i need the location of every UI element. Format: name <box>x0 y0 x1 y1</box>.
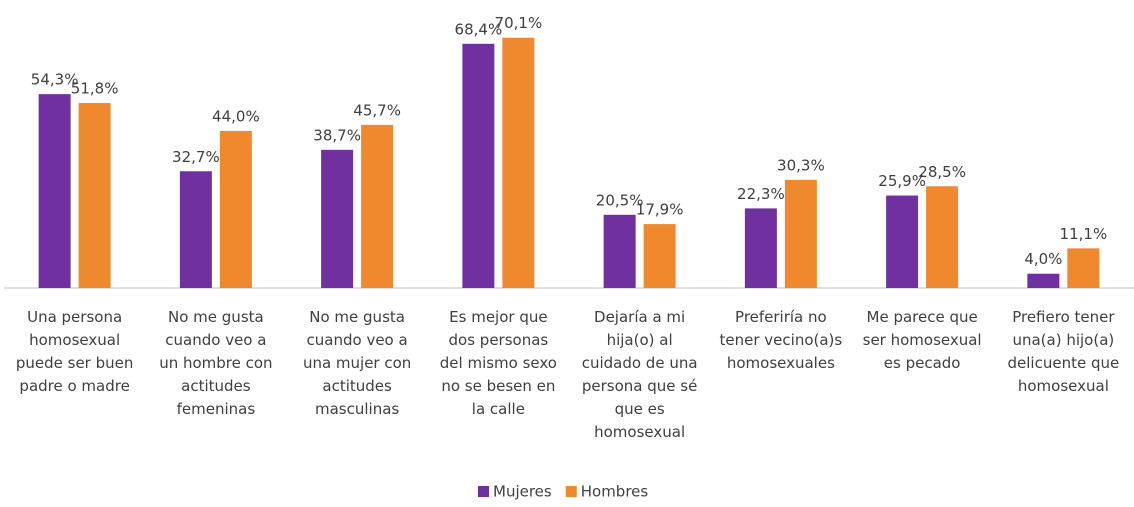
data-label: 45,7% <box>353 101 401 119</box>
data-label: 20,5% <box>596 191 644 209</box>
x-tick-label: Una persona homosexual puede ser buen padre… <box>16 308 134 395</box>
bar <box>744 208 777 288</box>
bar <box>219 130 252 288</box>
x-tick-label: No me gusta cuando veo a un hombre con acti… <box>159 308 272 418</box>
bar <box>321 149 354 288</box>
data-label: 38,7% <box>313 126 361 144</box>
x-tick-label: Preferiría no tener vecino(a)s homosexuale… <box>720 308 843 372</box>
legend-label: Hombres <box>581 483 649 501</box>
data-label: 4,0% <box>1024 250 1062 268</box>
data-label: 25,9% <box>878 172 926 190</box>
legend-swatch <box>565 486 577 497</box>
bar <box>603 214 636 288</box>
data-label: 51,8% <box>71 80 119 98</box>
bar <box>886 195 919 288</box>
bar <box>502 37 535 289</box>
bar <box>462 43 495 289</box>
x-tick-label: No me gusta cuando veo a una mujer con acti… <box>303 308 411 418</box>
x-tick-label: Me parece que ser homosexual es pecado <box>863 308 982 372</box>
x-tick-label: Es mejor que dos personas del mismo sexo no… <box>440 308 557 418</box>
legend-label: Mujeres <box>493 483 552 501</box>
data-label: 32,7% <box>172 148 220 166</box>
data-label: 68,4% <box>455 20 503 38</box>
bar <box>361 124 394 288</box>
data-label: 22,3% <box>737 185 785 203</box>
bar <box>1027 273 1060 288</box>
x-tick-label: Prefiero tener una(a) hijo(a) delicuente q… <box>1008 308 1120 395</box>
data-label: 54,3% <box>31 71 79 89</box>
data-label: 28,5% <box>918 163 966 181</box>
bar <box>38 94 71 288</box>
bar <box>1067 248 1100 288</box>
bar <box>78 103 111 288</box>
bar <box>179 171 212 288</box>
legend-swatch <box>478 486 489 497</box>
data-label: 70,1% <box>495 14 543 32</box>
data-label: 17,9% <box>636 201 684 219</box>
data-label: 44,0% <box>212 107 260 125</box>
data-label: 30,3% <box>777 156 825 174</box>
bar <box>784 179 817 288</box>
data-label: 11,1% <box>1060 225 1108 243</box>
bar <box>643 224 676 288</box>
x-tick-label: Dejaría a mi hija(o) al cuidado de una pers… <box>582 308 698 441</box>
bar <box>926 186 959 288</box>
